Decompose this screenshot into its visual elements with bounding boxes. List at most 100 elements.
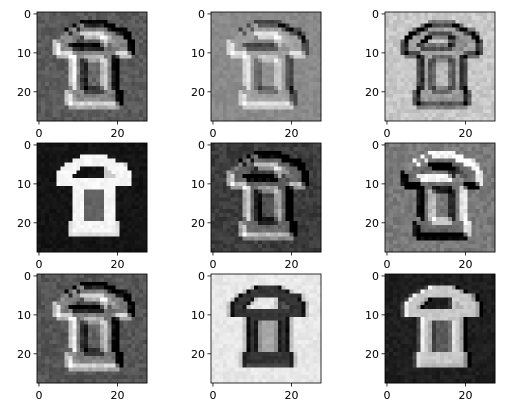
pixel-cell (76, 15, 81, 21)
pixel-cell (258, 89, 263, 95)
pixel-cell (95, 228, 101, 233)
pixel-cell (416, 31, 421, 36)
pixel-cell (301, 89, 306, 95)
pixel-cell (412, 93, 417, 98)
pixel-cell (428, 154, 433, 159)
pixel-cell (127, 35, 132, 40)
pixel-cell (76, 197, 81, 202)
pixel-cell (242, 240, 247, 245)
pixel-cell (269, 216, 275, 222)
pixel-cell (317, 197, 322, 202)
pixel-cell (313, 19, 318, 25)
pixel-cell (266, 162, 271, 167)
pixel-cell (313, 150, 318, 156)
pixel-cell (84, 74, 89, 79)
pixel-cell (48, 244, 54, 249)
pixel-cell (246, 232, 251, 237)
pixel-cell (455, 105, 460, 110)
pixel-cell (428, 97, 433, 102)
pixel-cell (218, 70, 224, 75)
pixel-cell (131, 150, 136, 156)
pixel-cell (44, 89, 50, 95)
pixel-cell (289, 228, 294, 233)
pixel-cell (68, 232, 73, 237)
pixel-cell (80, 232, 85, 237)
pixel-cell (281, 27, 286, 32)
pixel-cell (44, 27, 50, 32)
pixel-cell (289, 66, 294, 71)
pixel-cell (119, 31, 124, 36)
pixel-cell (301, 240, 306, 245)
pixel-cell (246, 205, 251, 210)
pixel-cell (428, 43, 433, 48)
pixel-cell (226, 158, 231, 163)
pixel-cell (428, 228, 433, 233)
pixel-cell (254, 82, 259, 87)
pixel-cell (254, 113, 259, 118)
pixel-cell (392, 228, 398, 233)
pixel-cell (258, 236, 263, 241)
pixel-cell (246, 193, 251, 198)
pixel-cell (424, 50, 429, 56)
pixel-cell (76, 35, 81, 40)
pixel-cell (242, 82, 247, 87)
pixel-cell (218, 220, 224, 226)
pixel-cell (273, 181, 279, 187)
pixel-cell (92, 19, 97, 25)
pixel-cell (72, 166, 77, 171)
pixel-cell (92, 170, 97, 175)
pixel-cell (385, 12, 390, 17)
pixel-cell (400, 224, 405, 229)
pixel-cell (131, 248, 136, 253)
pixel-cell (301, 181, 306, 187)
pixel-cell (262, 205, 267, 210)
pixel-cell (131, 166, 136, 171)
pixel-cell (64, 97, 69, 102)
pixel-cell (281, 174, 286, 179)
pixel-cell (40, 31, 46, 36)
pixel-cell (447, 193, 453, 198)
pixel-cell (447, 117, 453, 122)
pixel-cell (64, 158, 69, 163)
pixel-cell (238, 62, 243, 67)
pixel-cell (313, 23, 318, 28)
pixel-cell (111, 285, 116, 290)
pixel-cell (37, 50, 42, 56)
pixel-cell (487, 113, 492, 118)
pixel-cell (305, 154, 310, 159)
pixel-cell (297, 93, 302, 98)
pixel-cell (428, 181, 433, 187)
pixel-cell (262, 31, 267, 36)
pixel-cell (305, 146, 310, 152)
pixel-cell (111, 205, 116, 210)
pixel-cell (80, 181, 85, 187)
pixel-cell (135, 154, 140, 159)
pixel-cell (262, 74, 267, 79)
pixel-cell (436, 70, 441, 75)
pixel-cell (139, 248, 144, 253)
pixel-cell (475, 113, 480, 118)
pixel-cell (463, 43, 468, 48)
pixel-cell (218, 97, 224, 102)
pixel-cell (135, 39, 140, 44)
pixel-cell (222, 93, 228, 98)
pixel-cell (266, 35, 271, 40)
pixel-cell (99, 224, 105, 229)
pixel-cell (107, 97, 112, 102)
pixel-cell (428, 232, 433, 237)
pixel-cell (400, 181, 405, 187)
pixel-cell (487, 19, 492, 25)
pixel-cell (479, 170, 484, 175)
pixel-cell (467, 35, 472, 40)
pixel-cell (400, 31, 405, 36)
pixel-cell (463, 170, 468, 175)
pixel-cell (475, 205, 480, 210)
pixel-cell (396, 150, 402, 156)
pixel-cell (467, 101, 472, 106)
pixel-cell (471, 150, 476, 156)
pixel-cell (317, 220, 322, 226)
pixel-cell (226, 50, 231, 56)
pixel-cell (211, 78, 216, 83)
pixel-cell (455, 47, 460, 52)
pixel-cell (95, 277, 101, 283)
